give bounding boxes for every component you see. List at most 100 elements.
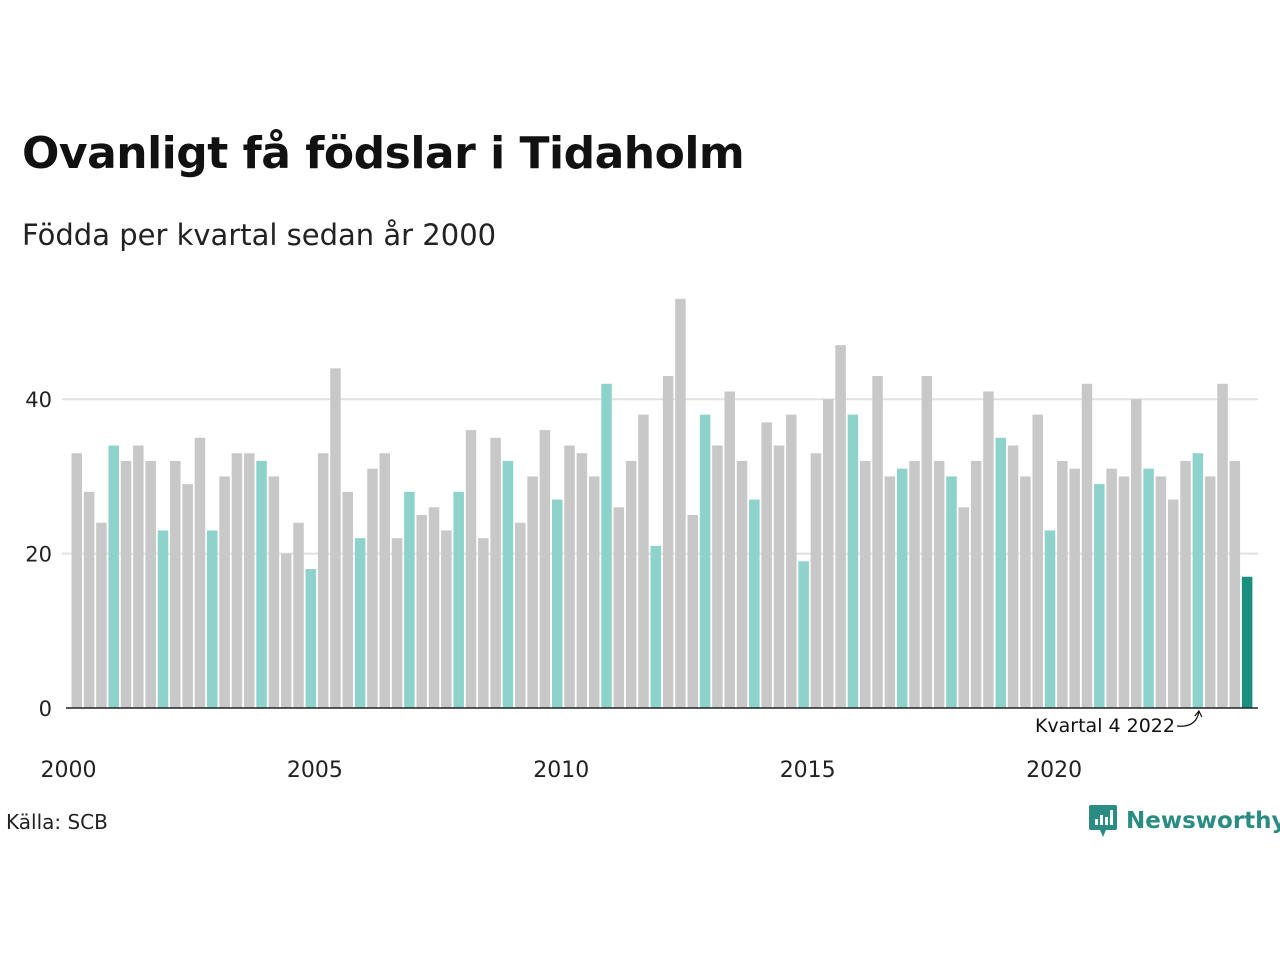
bar — [699, 414, 711, 708]
bar — [1204, 476, 1216, 708]
bar — [1106, 468, 1117, 708]
bar — [1143, 468, 1154, 708]
bar — [219, 476, 230, 708]
bar — [1069, 468, 1080, 708]
bar — [182, 484, 193, 708]
source-note: Källa: SCB — [6, 810, 108, 834]
bar — [1167, 499, 1179, 708]
x-tick-label: 2000 — [41, 758, 97, 783]
chart-title: Ovanligt få födslar i Tidaholm — [22, 128, 745, 179]
bar — [317, 453, 329, 708]
bar — [983, 391, 994, 708]
y-tick-label: 40 — [25, 388, 52, 412]
bar — [958, 507, 970, 708]
bar — [527, 476, 538, 708]
bar — [909, 460, 920, 708]
bar — [157, 530, 169, 708]
bar — [1131, 399, 1142, 708]
bar — [1094, 484, 1105, 708]
bar — [823, 399, 834, 708]
bar — [404, 491, 415, 708]
bar — [662, 376, 674, 708]
bar — [243, 453, 255, 708]
bar — [859, 460, 871, 708]
bar — [367, 468, 378, 708]
bar — [835, 345, 846, 708]
bar — [133, 445, 144, 708]
bar — [515, 522, 526, 708]
annotation-arrow — [1176, 711, 1200, 727]
bar — [1044, 530, 1056, 708]
bar — [342, 491, 354, 708]
bar — [465, 430, 477, 708]
bar — [71, 453, 82, 708]
bar — [551, 499, 563, 708]
bar — [736, 460, 748, 708]
y-tick-label: 0 — [39, 697, 52, 721]
bar — [601, 383, 612, 708]
chart-subtitle: Födda per kvartal sedan år 2000 — [22, 218, 497, 252]
bar — [1057, 460, 1068, 708]
bar — [970, 460, 982, 708]
bar — [712, 445, 723, 708]
bar — [588, 476, 600, 708]
bar — [1081, 383, 1093, 708]
bar — [1032, 414, 1043, 708]
bar — [268, 476, 280, 708]
bar — [847, 414, 859, 708]
bar — [749, 499, 760, 708]
bar — [613, 507, 625, 708]
bar — [502, 460, 514, 708]
bar — [1241, 576, 1253, 708]
bar — [416, 515, 427, 708]
bar — [145, 460, 156, 708]
bar — [170, 460, 181, 708]
x-tick-label: 2005 — [287, 758, 343, 783]
bar — [1217, 383, 1228, 708]
brand-name: Newsworthy — [1126, 808, 1280, 834]
x-tick-label: 2015 — [780, 758, 836, 783]
annotation-arrowhead — [1194, 709, 1203, 718]
bar — [207, 530, 218, 708]
brand: Newsworthy — [1088, 804, 1280, 838]
bar — [96, 522, 107, 708]
bar-chart: 0 20 40 2000 2005 2010 2015 2020 Kvartal 4 2022 — [25, 298, 1258, 783]
bar — [1229, 460, 1241, 708]
bar — [1155, 476, 1167, 708]
bar — [921, 376, 933, 708]
bar — [441, 530, 452, 708]
bar — [761, 422, 772, 708]
bar — [1180, 460, 1191, 708]
x-tick-label: 2010 — [533, 758, 589, 783]
bar — [354, 538, 366, 708]
bar — [884, 476, 896, 708]
annotation-label: Kvartal 4 2022 — [1035, 715, 1175, 737]
bar — [379, 453, 390, 708]
y-tick-label: 20 — [25, 543, 52, 567]
bar — [798, 561, 809, 708]
bar — [625, 460, 637, 708]
bar — [786, 414, 797, 708]
bar — [1192, 453, 1204, 708]
bar — [330, 368, 341, 708]
bar — [1118, 476, 1130, 708]
bar — [428, 507, 440, 708]
bar — [120, 460, 132, 708]
bar — [675, 298, 686, 708]
bar — [478, 538, 489, 708]
bar — [773, 445, 785, 708]
bar — [1007, 445, 1019, 708]
bar — [650, 545, 662, 708]
bar — [724, 391, 735, 708]
bar — [995, 437, 1006, 708]
bar — [305, 569, 317, 708]
bar — [108, 445, 119, 708]
bar — [194, 437, 206, 708]
bar — [83, 491, 95, 708]
newsworthy-logo-icon — [1089, 805, 1117, 837]
x-tick-label: 2020 — [1026, 758, 1082, 783]
bar — [1020, 476, 1031, 708]
bar — [933, 460, 945, 708]
bar — [453, 491, 464, 708]
bar — [576, 453, 588, 708]
